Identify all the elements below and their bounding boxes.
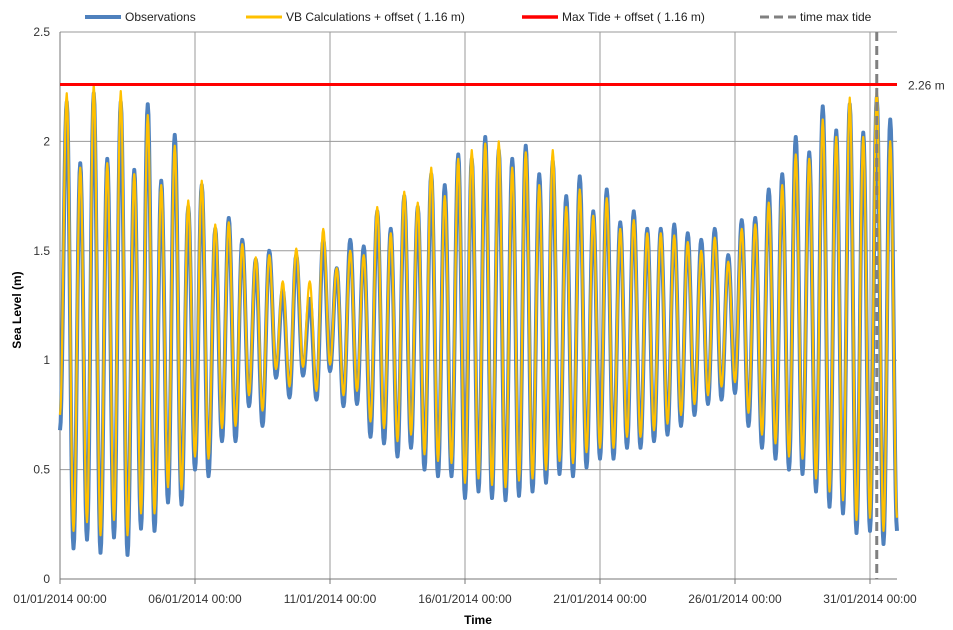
y-tick-label: 2 <box>43 134 50 148</box>
reference-lines: 2.26 m <box>60 32 945 579</box>
x-tick-label: 21/01/2014 00:00 <box>553 592 647 606</box>
x-axis-tick-labels: 01/01/2014 00:00 06/01/2014 00:00 11/01/20… <box>13 592 917 606</box>
legend-vb-calculations-label: VB Calculations + offset ( 1.16 m) <box>286 10 465 24</box>
y-axis-tick-labels: 0 0.5 1 1.5 2 2.5 <box>33 25 50 586</box>
x-tick-label: 26/01/2014 00:00 <box>688 592 782 606</box>
legend: Observations VB Calculations + offset ( 1… <box>85 10 872 24</box>
y-tick-label: 0 <box>43 572 50 586</box>
max-tide-value-label: 2.26 m <box>908 79 945 93</box>
series-layer <box>58 83 899 557</box>
plot-border <box>59 32 897 580</box>
x-tick-label: 31/01/2014 00:00 <box>823 592 917 606</box>
y-axis-title: Sea Level (m) <box>10 271 24 348</box>
series-vb-calculations-line <box>58 83 899 537</box>
y-tick-label: 1 <box>43 353 50 367</box>
x-tick-label: 11/01/2014 00:00 <box>284 592 377 606</box>
y-tick-label: 2.5 <box>33 25 50 39</box>
x-axis-title: Time <box>464 613 492 627</box>
x-tick-label: 01/01/2014 00:00 <box>13 592 107 606</box>
legend-observations-label: Observations <box>125 10 196 24</box>
y-tick-label: 1.5 <box>33 244 50 258</box>
legend-max-tide-label: Max Tide + offset ( 1.16 m) <box>562 10 705 24</box>
x-tick-label: 16/01/2014 00:00 <box>418 592 512 606</box>
y-tick-label: 0.5 <box>33 463 50 477</box>
legend-time-max-tide-label: time max tide <box>800 10 872 24</box>
x-tick-label: 06/01/2014 00:00 <box>148 592 242 606</box>
